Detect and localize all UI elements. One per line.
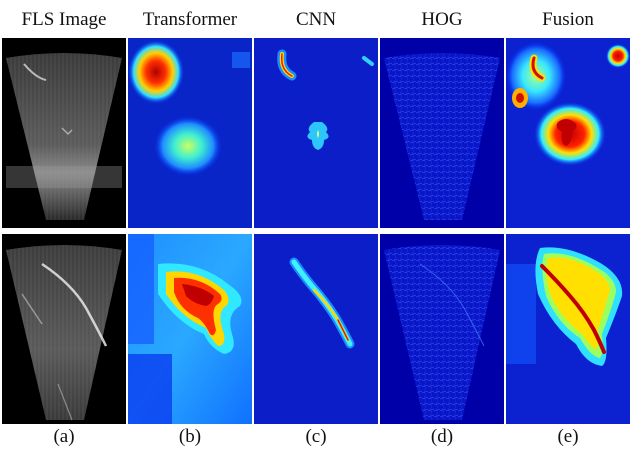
col-title-transformer: Transformer	[142, 9, 238, 30]
col-label-c: (c)	[305, 426, 327, 447]
fls-image-top	[2, 38, 126, 228]
col-label-a: (a)	[53, 426, 75, 447]
fusion-heatmap-bottom	[506, 234, 630, 424]
cnn-heatmap-bottom	[254, 234, 378, 424]
col-title-hog: HOG	[421, 9, 463, 30]
col-title-fusion: Fusion	[542, 9, 594, 30]
fls-image-bottom	[2, 234, 126, 424]
hog-heatmap-bottom	[380, 234, 504, 424]
fusion-heatmap-top	[506, 38, 630, 228]
col-title-fls: FLS Image	[21, 9, 107, 30]
col-label-d: (d)	[430, 426, 454, 447]
transformer-heatmap-top	[128, 38, 252, 228]
col-title-cnn: CNN	[295, 9, 337, 30]
col-label-b: (b)	[178, 426, 202, 447]
hog-heatmap-top	[380, 38, 504, 228]
transformer-heatmap-bottom	[128, 234, 252, 424]
col-label-e: (e)	[557, 426, 579, 447]
cnn-heatmap-top	[254, 38, 378, 228]
